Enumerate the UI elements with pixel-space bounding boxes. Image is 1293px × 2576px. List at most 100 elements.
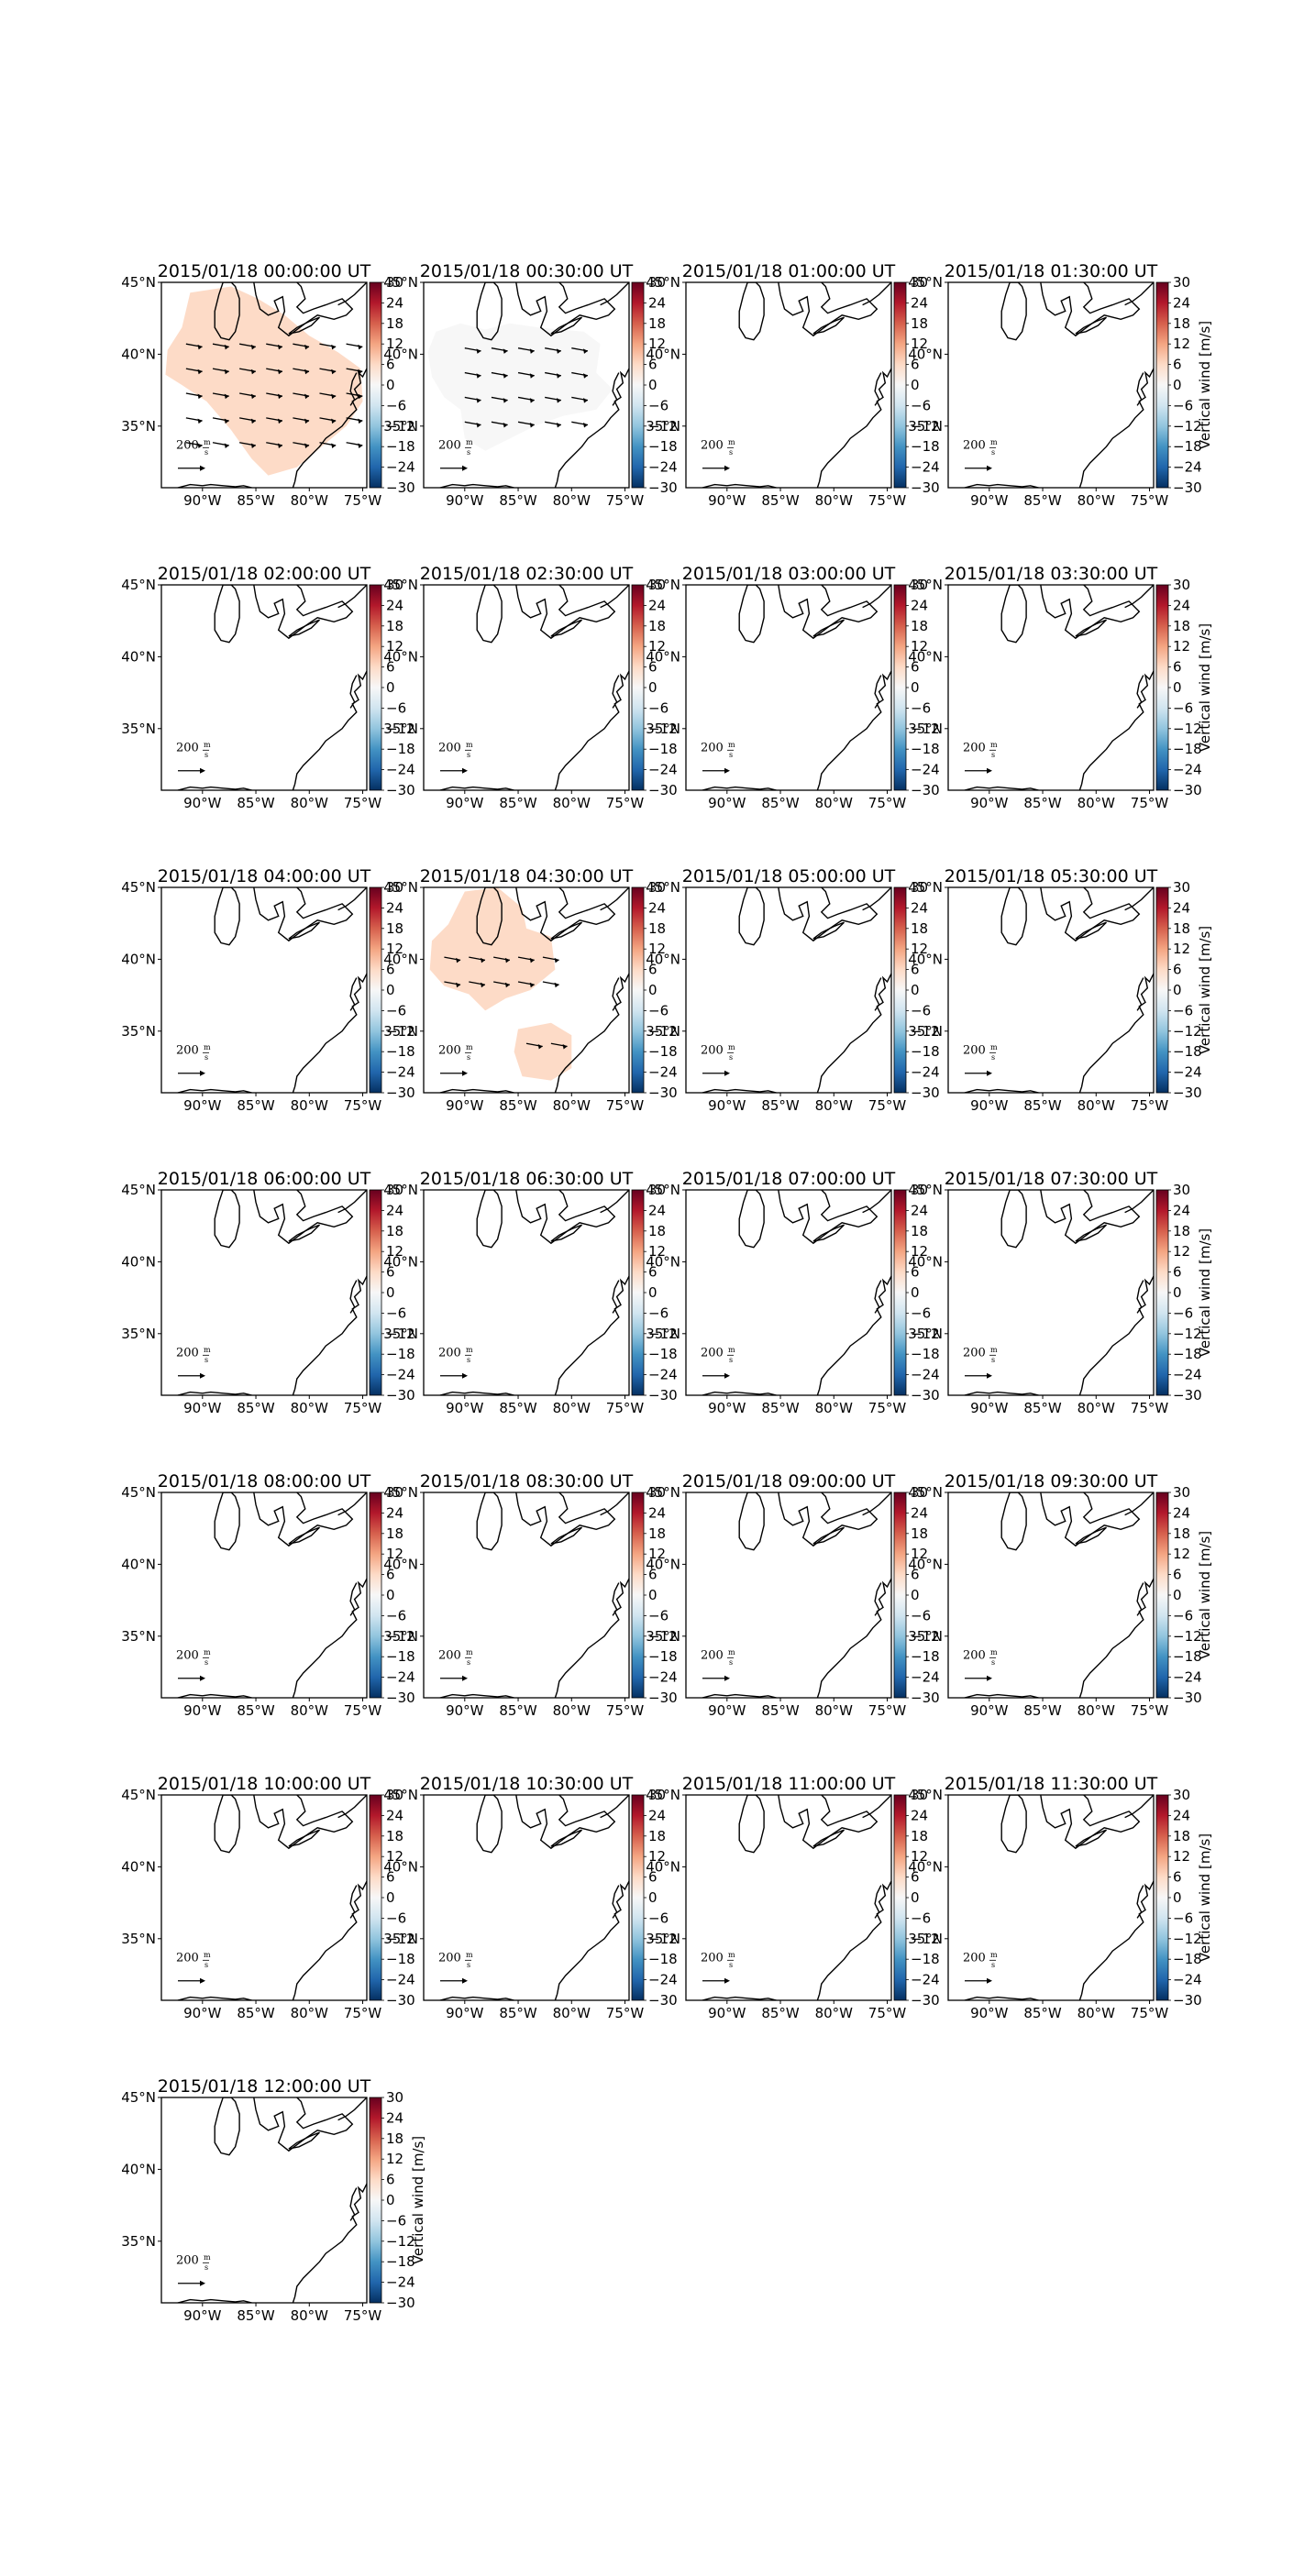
panel-title: 2015/01/18 04:00:00 UT (158, 866, 371, 886)
colorbar-tick-label: −18 (648, 1648, 678, 1665)
wind-vector-head (504, 982, 510, 988)
coastline (612, 977, 620, 1011)
wind-vector-head (554, 982, 559, 988)
colorbar-tick-label: 30 (911, 1484, 928, 1501)
colorbar-tick-label: 0 (648, 1284, 658, 1301)
colorbar-tick-label: 0 (1173, 377, 1182, 393)
coastline (1000, 585, 1027, 644)
colorbar-tick-label: 6 (648, 1869, 658, 1886)
lat-tick-label: 45°N (383, 1182, 418, 1198)
quiver-key-unit-top: m (728, 1648, 735, 1657)
colorbar: 30 24 18 12 6 0 −6 −12 −18 −24 −30 (631, 879, 678, 1101)
wind-vector-head (277, 443, 282, 448)
lat-tick-label: 35°N (383, 1023, 418, 1040)
lat-tick-label: 35°N (908, 1023, 943, 1040)
colorbar-gradient (369, 1189, 382, 1396)
lat-tick-label: 40°N (121, 1556, 156, 1572)
colorbar-tick-label: −18 (386, 741, 415, 757)
coastline (515, 1795, 616, 1850)
colorbar-tick-label: 18 (648, 920, 666, 937)
colorbar-tick-label: −24 (1173, 1064, 1202, 1081)
coastline (554, 1578, 629, 1698)
quiver-key-arrow-head (200, 1070, 205, 1076)
colorbar-tick-label: 30 (648, 1182, 666, 1198)
colorbar-gradient (1155, 1794, 1169, 2001)
wind-vector-head (304, 443, 310, 448)
lon-tick-label: 75°W (1131, 2005, 1169, 2021)
quiver-key-value: 200 (963, 1043, 986, 1057)
colorbar-tick-label: −18 (386, 2253, 415, 2270)
coastline (600, 1190, 629, 1214)
colorbar-tick-label: −6 (911, 1305, 931, 1321)
colorbar-tick-label: −18 (386, 1346, 415, 1362)
lat-tick-label: 45°N (121, 879, 156, 896)
colorbar-tick-label: −6 (911, 699, 931, 716)
coastline (550, 1829, 582, 1847)
coastline (1136, 1280, 1144, 1314)
lon-tick-label: 75°W (606, 492, 645, 509)
map-frame (685, 584, 892, 791)
colorbar-tick-label: −12 (911, 418, 940, 435)
colorbar-tick-label: 12 (386, 941, 403, 957)
wind-vector-head (304, 344, 310, 350)
lon-tick-label: 85°W (499, 1702, 537, 1719)
coastline (1124, 1795, 1154, 1819)
quiver-key-arrow-head (724, 1675, 730, 1681)
colorbar-tick-label: 30 (911, 577, 928, 593)
colorbar-tick-label: 30 (648, 1484, 666, 1501)
lat-tick-label: 35°N (121, 2233, 156, 2250)
coastline (515, 1492, 616, 1547)
colorbar-tick-label: 18 (911, 618, 928, 634)
colorbar-tick-label: −6 (1173, 1910, 1193, 1926)
coastline (292, 670, 367, 790)
lat-tick-label: 35°N (383, 1628, 418, 1645)
lon-tick-label: 80°W (291, 2005, 329, 2021)
coastline (288, 1224, 320, 1242)
coastline (550, 1526, 582, 1545)
colorbar-tick-label: −12 (1173, 1931, 1202, 1947)
colorbar-gradient (631, 1492, 645, 1699)
colorbar-tick-label: −12 (911, 1023, 940, 1040)
coastline (349, 1885, 358, 1919)
lat-tick-label: 40°N (121, 951, 156, 967)
coastline (874, 372, 882, 406)
lon-tick-label: 85°W (1023, 1702, 1062, 1719)
coastline (214, 1492, 240, 1551)
quiver-key-unit-top: m (728, 1346, 735, 1354)
colorbar-tick-label: −24 (648, 1367, 678, 1383)
quiver-key-unit-bottom: s (991, 751, 995, 759)
coastline (550, 316, 582, 335)
quiver-key-arrow-head (462, 1977, 468, 1984)
lon-tick-label: 85°W (761, 1400, 800, 1416)
colorbar-tick-label: 12 (1173, 336, 1190, 352)
lat-tick-label: 35°N (646, 1326, 680, 1342)
colorbar-tick-label: −12 (386, 418, 415, 435)
lat-tick-label: 45°N (383, 879, 418, 896)
lat-tick-label: 45°N (121, 1182, 156, 1198)
quiver-key-unit-top: m (990, 1346, 998, 1354)
colorbar-tick-label: 12 (911, 1546, 928, 1562)
coastline (337, 2097, 367, 2121)
colorbar-label: Vertical wind [m/s] (1197, 623, 1213, 752)
colorbar-tick-label: −12 (386, 1326, 415, 1342)
colorbar-tick-label: −12 (911, 1326, 940, 1342)
quiver-key-unit-top: m (990, 1648, 998, 1657)
quiver-key-unit-top: m (466, 1951, 473, 1959)
colorbar-tick-label: 24 (648, 597, 666, 613)
lon-tick-label: 85°W (237, 492, 275, 509)
lon-tick-label: 85°W (1023, 1097, 1062, 1114)
colorbar-tick-label: −12 (648, 721, 678, 737)
lat-tick-label: 35°N (908, 1628, 943, 1645)
coastline (600, 1492, 629, 1516)
coastline (600, 1795, 629, 1819)
coastline (964, 1693, 1039, 1698)
colorbar-tick-label: 18 (648, 315, 666, 332)
lat-tick-label: 45°N (121, 577, 156, 593)
quiver-key-arrow-head (987, 1070, 992, 1076)
colorbar-tick-label: 12 (911, 336, 928, 352)
colorbar: 30 24 18 12 6 0 −6 −12 −18 −24 −30 (631, 274, 678, 496)
colorbar-tick-label: 18 (911, 1525, 928, 1542)
colorbar-tick-label: 6 (386, 1567, 395, 1583)
